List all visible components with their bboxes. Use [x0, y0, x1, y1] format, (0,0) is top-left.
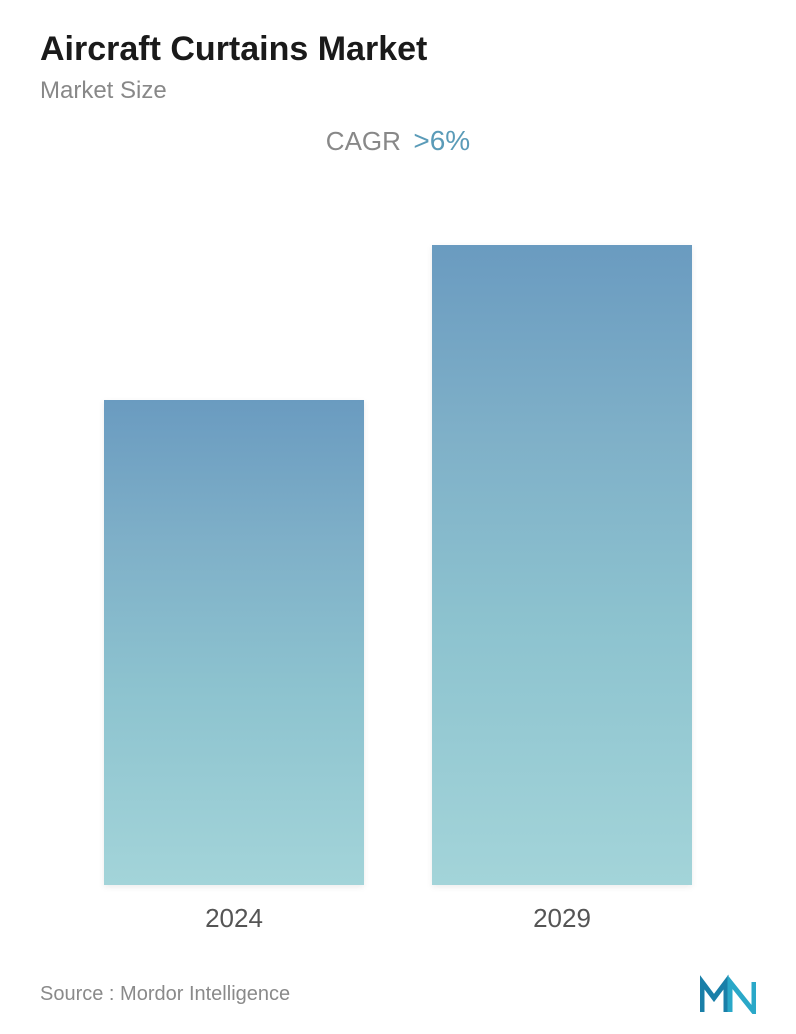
bar-group: [432, 245, 692, 885]
cagr-row: CAGR >6%: [40, 125, 756, 157]
source-text: Source : Mordor Intelligence: [40, 983, 290, 1006]
page-subtitle: Market Size: [40, 77, 756, 105]
footer: Source : Mordor Intelligence: [40, 934, 756, 1014]
page-title: Aircraft Curtains Market: [40, 30, 756, 69]
bar-2029: [432, 245, 692, 885]
bar-2024: [104, 400, 364, 885]
cagr-label: CAGR: [326, 126, 401, 156]
bar-group: [104, 400, 364, 885]
x-axis-labels: 2024 2029: [40, 885, 756, 934]
x-label-2029: 2029: [432, 903, 692, 934]
bar-chart: [40, 187, 756, 885]
mordor-logo-icon: [700, 974, 756, 1014]
x-label-2024: 2024: [104, 903, 364, 934]
chart-container: Aircraft Curtains Market Market Size CAG…: [0, 0, 796, 1034]
cagr-value: >6%: [413, 125, 470, 156]
